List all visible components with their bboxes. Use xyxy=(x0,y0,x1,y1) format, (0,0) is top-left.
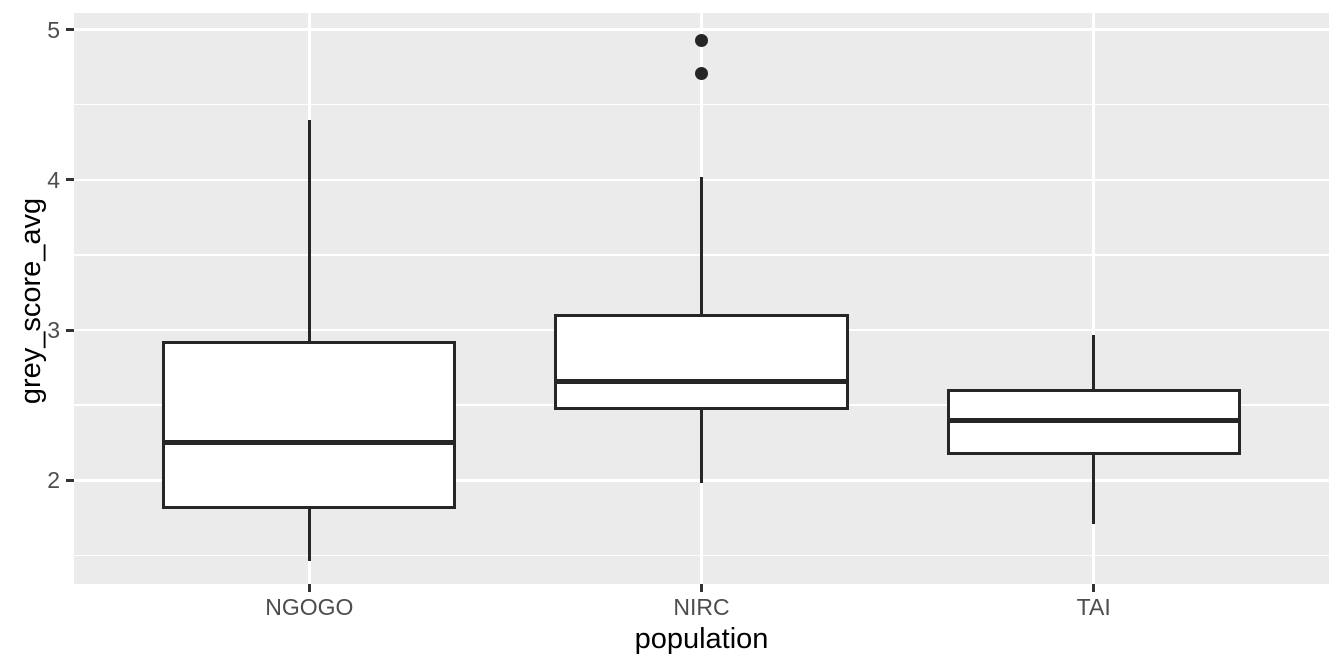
iqr-box xyxy=(162,340,457,509)
y-tick-label: 4 xyxy=(47,166,60,193)
y-tick-mark xyxy=(66,478,74,482)
y-tick-mark xyxy=(66,28,74,32)
iqr-box xyxy=(554,313,849,410)
median-line xyxy=(554,378,849,384)
x-tick-mark xyxy=(1092,584,1096,592)
y-tick-label: 2 xyxy=(47,467,60,494)
lower-whisker xyxy=(700,409,703,484)
x-tick-label: NGOGO xyxy=(265,594,354,620)
upper-whisker xyxy=(1092,334,1096,389)
category-gridline xyxy=(1092,13,1095,584)
x-tick-mark xyxy=(700,584,703,592)
y-tick-label: 5 xyxy=(47,16,60,43)
lower-whisker xyxy=(1092,454,1096,524)
y-tick-label: 3 xyxy=(47,317,60,344)
y-tick-mark xyxy=(66,328,74,332)
x-tick-mark xyxy=(307,584,311,592)
outlier-point xyxy=(695,33,708,47)
plot-panel xyxy=(74,13,1329,584)
x-axis-title: population xyxy=(634,623,769,655)
y-tick-mark xyxy=(66,178,74,182)
x-tick-label: NIRC xyxy=(673,594,730,620)
y-axis-title: grey_score_avg xyxy=(15,197,47,405)
median-line xyxy=(162,440,457,446)
upper-whisker xyxy=(307,119,311,341)
x-tick-label: TAI xyxy=(1076,594,1111,620)
median-line xyxy=(946,417,1241,423)
outlier-point xyxy=(695,66,708,80)
lower-whisker xyxy=(307,508,311,562)
upper-whisker xyxy=(700,176,703,314)
